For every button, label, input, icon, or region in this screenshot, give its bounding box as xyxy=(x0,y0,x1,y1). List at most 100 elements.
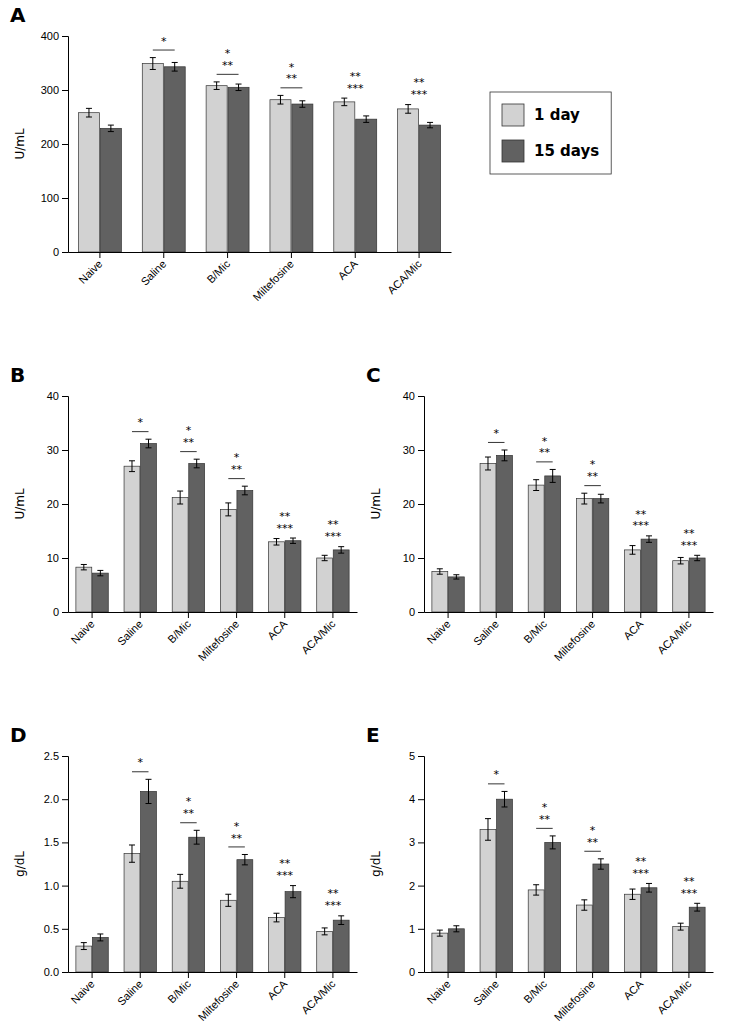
series xyxy=(78,58,418,252)
error-bar xyxy=(177,491,183,504)
x-tick-line xyxy=(592,612,593,618)
y-tick: 100 xyxy=(41,192,68,204)
panel: 0.00.51.01.52.02.5NaiveSalineB/MicMiltef… xyxy=(10,723,358,1023)
y-tick-label: 10 xyxy=(47,552,59,564)
x-tick-line xyxy=(355,252,356,258)
bar xyxy=(333,550,349,612)
x-tick: ACA xyxy=(621,612,646,642)
y-tick-line xyxy=(62,144,68,145)
annotations: ***************** xyxy=(488,427,698,552)
annotations: ***************** xyxy=(488,768,698,899)
error-bar xyxy=(194,830,200,844)
x-tick-line xyxy=(688,612,689,618)
error-bar xyxy=(646,883,652,892)
bar xyxy=(142,64,163,252)
x-tick-label: Naive xyxy=(424,978,452,1006)
error-bar xyxy=(453,926,459,932)
figure: 0100200300400NaiveSalineB/MicMiltefosine… xyxy=(0,0,751,1030)
x-tick-label: Saline xyxy=(138,258,168,288)
y-tick: 3 xyxy=(409,836,424,848)
bar xyxy=(545,476,561,612)
panel: 012345NaiveSalineB/MicMiltefosineACAACA/… xyxy=(366,723,714,1023)
significance: ** xyxy=(587,470,599,483)
y-tick-line xyxy=(62,929,68,930)
y-tick-label: 4 xyxy=(409,793,415,805)
y-axis-title: U/mL xyxy=(13,128,27,160)
significance: ** xyxy=(414,76,426,89)
bar xyxy=(76,567,92,612)
y-tick-line xyxy=(418,612,424,613)
y-tick-label: 2.0 xyxy=(44,793,59,805)
x-tick-label: ACA xyxy=(621,977,646,1002)
bracket xyxy=(488,783,505,784)
x-tick: Miltefosine xyxy=(196,612,242,663)
error-bar xyxy=(129,461,135,472)
x-tick-label: B/Mic xyxy=(165,617,193,645)
significance: * xyxy=(494,427,500,440)
y-axis-title: g/dL xyxy=(13,851,27,877)
plot-area xyxy=(76,439,349,612)
bar xyxy=(448,929,464,972)
y-axis-line xyxy=(62,397,69,613)
bracket xyxy=(228,478,245,479)
significance: ** xyxy=(183,436,195,449)
x-tick-label: ACA/Mic xyxy=(655,617,694,656)
error-bar xyxy=(194,459,200,468)
y-tick-label: 0 xyxy=(53,246,59,258)
x-axis-line xyxy=(69,252,452,253)
y-tick: 0 xyxy=(53,606,68,618)
y-tick: 4 xyxy=(409,793,424,805)
bracket xyxy=(153,50,175,51)
bar xyxy=(576,905,592,972)
bar xyxy=(673,561,689,612)
y-axis-title: U/mL xyxy=(369,488,383,520)
bar xyxy=(189,837,205,972)
x-tick: ACA/Mic xyxy=(655,972,694,1016)
error-bar xyxy=(299,101,305,107)
y-tick: 2.0 xyxy=(44,793,68,805)
legend-swatch xyxy=(502,104,524,126)
x-tick-line xyxy=(496,612,497,618)
error-bar xyxy=(81,564,87,569)
bar xyxy=(641,888,657,972)
significance: ** xyxy=(279,510,291,523)
bracket xyxy=(180,451,197,452)
bar xyxy=(420,125,441,252)
x-axis: NaiveSalineB/MicMiltefosineACAACA/Mic xyxy=(69,252,452,303)
bar xyxy=(334,102,355,252)
x-tick-label: ACA xyxy=(621,617,646,642)
y-tick: 1 xyxy=(409,923,424,935)
error-bar xyxy=(322,928,328,935)
series xyxy=(448,450,705,612)
error-bar xyxy=(550,836,556,849)
bar xyxy=(124,466,140,612)
panel-label: C xyxy=(366,363,381,387)
y-tick-label: 1.0 xyxy=(44,880,59,892)
bracket xyxy=(132,771,149,772)
error-bar xyxy=(581,900,587,910)
significance: *** xyxy=(277,522,294,535)
y-tick-label: 20 xyxy=(47,498,59,510)
x-tick-line xyxy=(92,612,93,618)
x-tick-label: B/Mic xyxy=(165,977,193,1005)
y-tick: 0 xyxy=(53,246,68,258)
x-tick: Saline xyxy=(471,972,501,1008)
x-tick: ACA xyxy=(265,612,290,642)
significance: * xyxy=(186,424,192,437)
x-tick-line xyxy=(163,252,164,258)
series xyxy=(432,819,689,972)
legend-label: 1 day xyxy=(534,106,580,124)
y-tick: 2.5 xyxy=(44,750,68,762)
x-tick-line xyxy=(544,612,545,618)
significance: * xyxy=(590,458,596,471)
error-bar xyxy=(427,122,433,127)
y-axis-line xyxy=(62,757,69,973)
error-bar xyxy=(242,854,248,864)
panel: 010203040NaiveSalineB/MicMiltefosineACAA… xyxy=(10,363,358,663)
x-tick-label: Miltefosine xyxy=(552,618,598,664)
panel-label: B xyxy=(10,363,25,387)
bar xyxy=(220,509,236,612)
bar xyxy=(269,918,285,972)
error-bar xyxy=(225,503,231,516)
y-tick-label: 400 xyxy=(41,30,59,42)
